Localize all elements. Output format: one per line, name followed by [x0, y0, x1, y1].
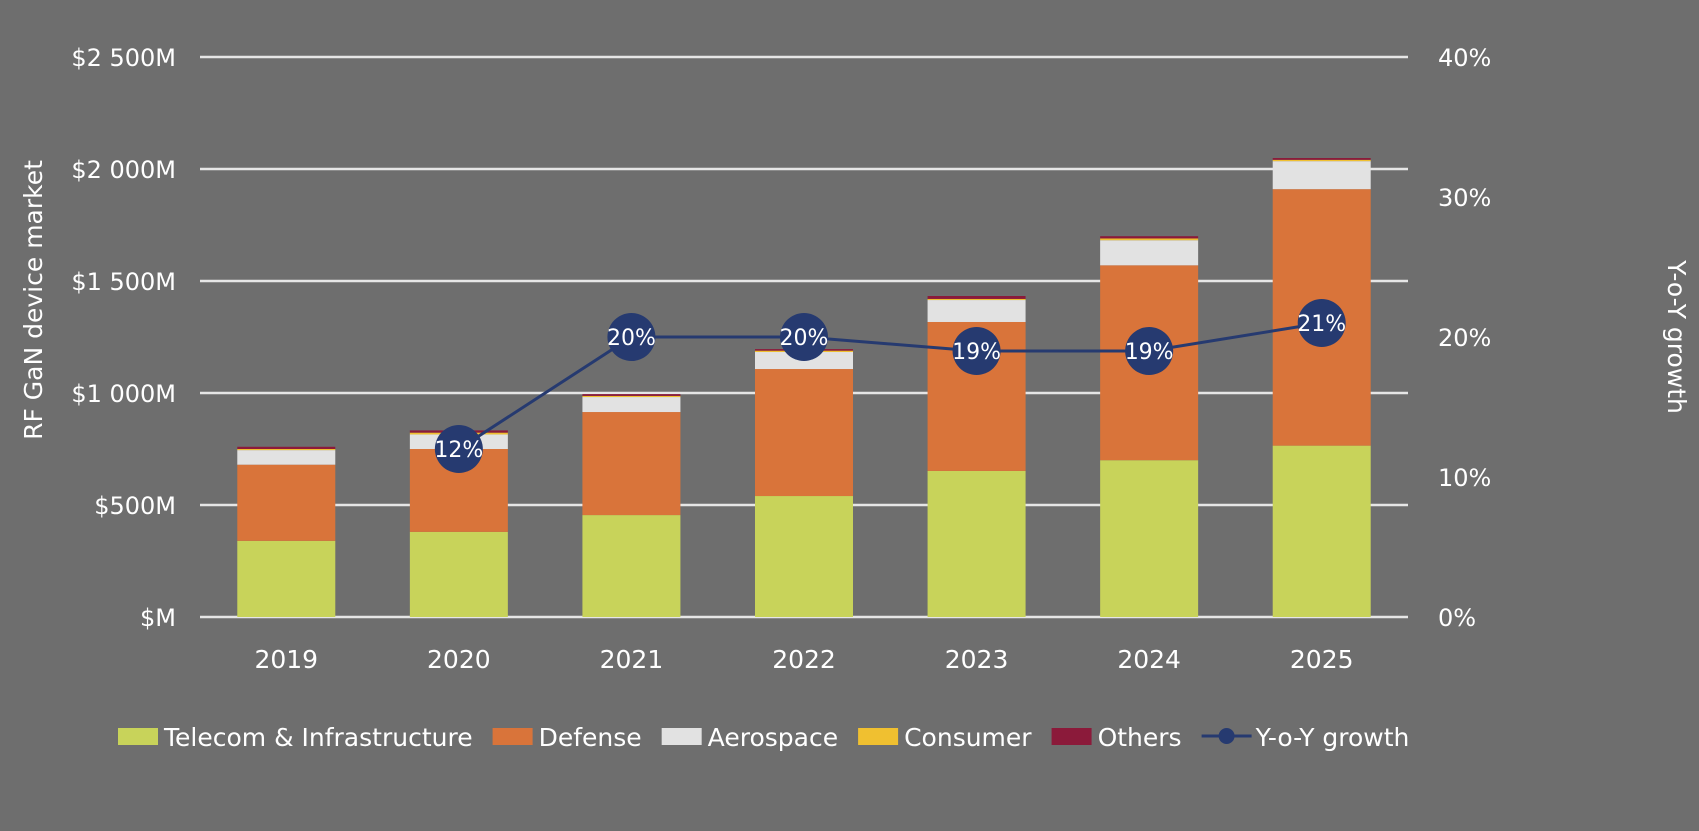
growth-data-label: 12% — [434, 438, 483, 463]
y2-tick-label: 10% — [1438, 464, 1491, 492]
legend-swatch — [492, 728, 533, 745]
legend-label: Defense — [539, 723, 642, 752]
y-tick-label: $1 500M — [71, 268, 176, 296]
bar-telecom-infrastructure-2020 — [409, 531, 508, 617]
bar-aerospace-2024 — [1100, 240, 1199, 266]
legend-label: Telecom & Infrastructure — [163, 723, 473, 752]
bar-telecom-infrastructure-2023 — [927, 470, 1026, 617]
legend-swatch — [858, 728, 899, 745]
bar-others-2021 — [582, 394, 681, 396]
bar-consumer-2023 — [927, 298, 1026, 301]
growth-point — [607, 313, 656, 361]
y2-tick-label: 0% — [1438, 604, 1476, 632]
legend-swatch — [661, 728, 702, 745]
bar-others-2019 — [237, 446, 336, 449]
growth-data-label: 21% — [1297, 312, 1346, 337]
legend-marker — [1218, 728, 1235, 744]
bar-consumer-2024 — [1100, 238, 1199, 241]
bar-others-2025 — [1272, 158, 1371, 160]
y-tick-label: $M — [140, 604, 176, 632]
legend-label: Y-o-Y growth — [1255, 723, 1410, 752]
bar-telecom-infrastructure-2019 — [237, 540, 336, 617]
legend-swatch — [1051, 728, 1092, 745]
growth-data-label: 19% — [952, 340, 1001, 365]
growth-point — [780, 313, 828, 361]
bar-consumer-2021 — [582, 395, 681, 398]
growth-data-label: 20% — [780, 326, 829, 351]
bar-defense-2019 — [237, 464, 336, 541]
legend-label: Aerospace — [708, 723, 838, 752]
growth-point — [952, 327, 1001, 375]
bar-others-2024 — [1100, 236, 1199, 239]
y-tick-label: $2 500M — [71, 44, 176, 72]
bar-defense-2022 — [755, 369, 853, 497]
bar-telecom-infrastructure-2024 — [1100, 460, 1199, 617]
bar-telecom-infrastructure-2021 — [582, 515, 681, 617]
x-tick-label: 2021 — [600, 645, 664, 674]
y-axis-title: RF GaN device market — [19, 160, 48, 440]
x-tick-label: 2025 — [1290, 645, 1354, 674]
growth-data-label: 19% — [1125, 340, 1174, 365]
bar-telecom-infrastructure-2025 — [1272, 445, 1371, 617]
bar-defense-2021 — [582, 412, 681, 516]
bar-consumer-2019 — [237, 449, 336, 451]
x-tick-label: 2024 — [1117, 645, 1181, 674]
y2-axis-title: Y-o-Y growth — [1662, 259, 1691, 414]
legend-swatch — [118, 728, 158, 745]
y2-tick-label: 20% — [1438, 324, 1491, 352]
growth-data-label: 20% — [607, 326, 656, 351]
legend-label: Consumer — [904, 723, 1032, 752]
bar-aerospace-2019 — [237, 450, 336, 465]
growth-point — [1125, 327, 1174, 375]
bar-consumer-2025 — [1272, 159, 1371, 162]
legend-label: Others — [1098, 723, 1182, 752]
y-tick-label: $1 000M — [71, 380, 176, 408]
growth-point — [1297, 299, 1346, 347]
bar-aerospace-2025 — [1272, 161, 1371, 190]
growth-line — [458, 321, 1322, 451]
bar-aerospace-2021 — [582, 397, 681, 413]
growth-point — [434, 425, 483, 473]
x-tick-label: 2019 — [254, 645, 318, 674]
y-tick-label: $2 000M — [71, 156, 176, 184]
bar-others-2023 — [927, 296, 1026, 299]
x-tick-label: 2020 — [427, 645, 491, 674]
y-tick-label: $500M — [94, 492, 176, 520]
y2-tick-label: 40% — [1438, 44, 1491, 72]
x-tick-label: 2023 — [945, 645, 1009, 674]
y2-tick-label: 30% — [1438, 184, 1491, 212]
bar-telecom-infrastructure-2022 — [755, 496, 853, 617]
x-tick-label: 2022 — [772, 645, 836, 674]
bar-aerospace-2023 — [927, 300, 1026, 322]
